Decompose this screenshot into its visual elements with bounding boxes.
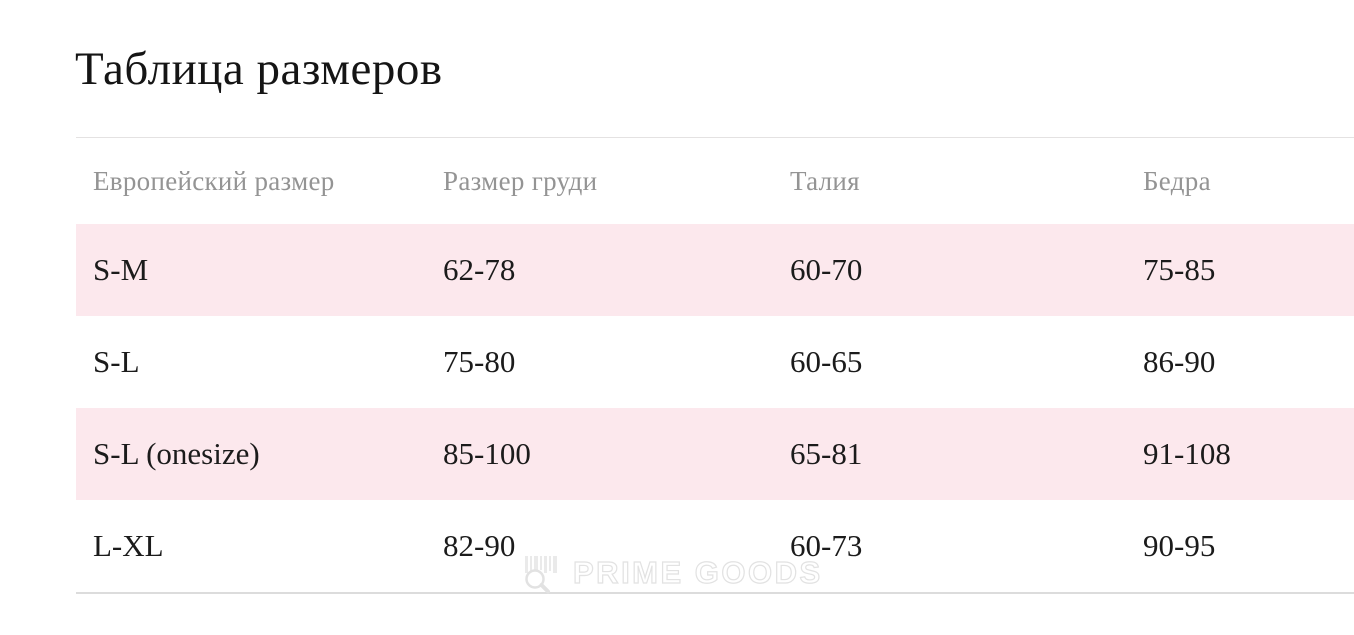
cell-waist: 60-73 <box>790 528 863 563</box>
table-row: S-L (onesize) 85-100 65-81 91-108 <box>76 408 1354 500</box>
cell-size: S-L <box>93 344 140 379</box>
cell-chest: 75-80 <box>443 344 516 379</box>
cell-hips: 90-95 <box>1143 528 1216 563</box>
cell-size: S-L (onesize) <box>93 436 260 471</box>
cell-hips: 75-85 <box>1143 252 1216 287</box>
cell-waist: 65-81 <box>790 436 863 471</box>
column-header-chest: Размер груди <box>443 165 598 196</box>
table-row: L-XL 82-90 60-73 90-95 <box>76 500 1354 592</box>
size-table: Европейский размер Размер груди Талия Бе… <box>76 137 1354 594</box>
column-header-waist: Талия <box>790 165 860 196</box>
cell-chest: 62-78 <box>443 252 516 287</box>
cell-chest: 82-90 <box>443 528 516 563</box>
cell-size: S-M <box>93 252 149 287</box>
page-title: Таблица размеров <box>75 43 443 95</box>
cell-hips: 86-90 <box>1143 344 1216 379</box>
cell-size: L-XL <box>93 528 164 563</box>
column-header-european-size: Европейский размер <box>93 165 335 196</box>
cell-waist: 60-70 <box>790 252 863 287</box>
table-header-row: Европейский размер Размер груди Талия Бе… <box>76 138 1354 224</box>
column-header-hips: Бедра <box>1143 165 1211 196</box>
table-row: S-M 62-78 60-70 75-85 <box>76 224 1354 316</box>
cell-chest: 85-100 <box>443 436 531 471</box>
table-row: S-L 75-80 60-65 86-90 <box>76 316 1354 408</box>
cell-hips: 91-108 <box>1143 436 1231 471</box>
cell-waist: 60-65 <box>790 344 863 379</box>
